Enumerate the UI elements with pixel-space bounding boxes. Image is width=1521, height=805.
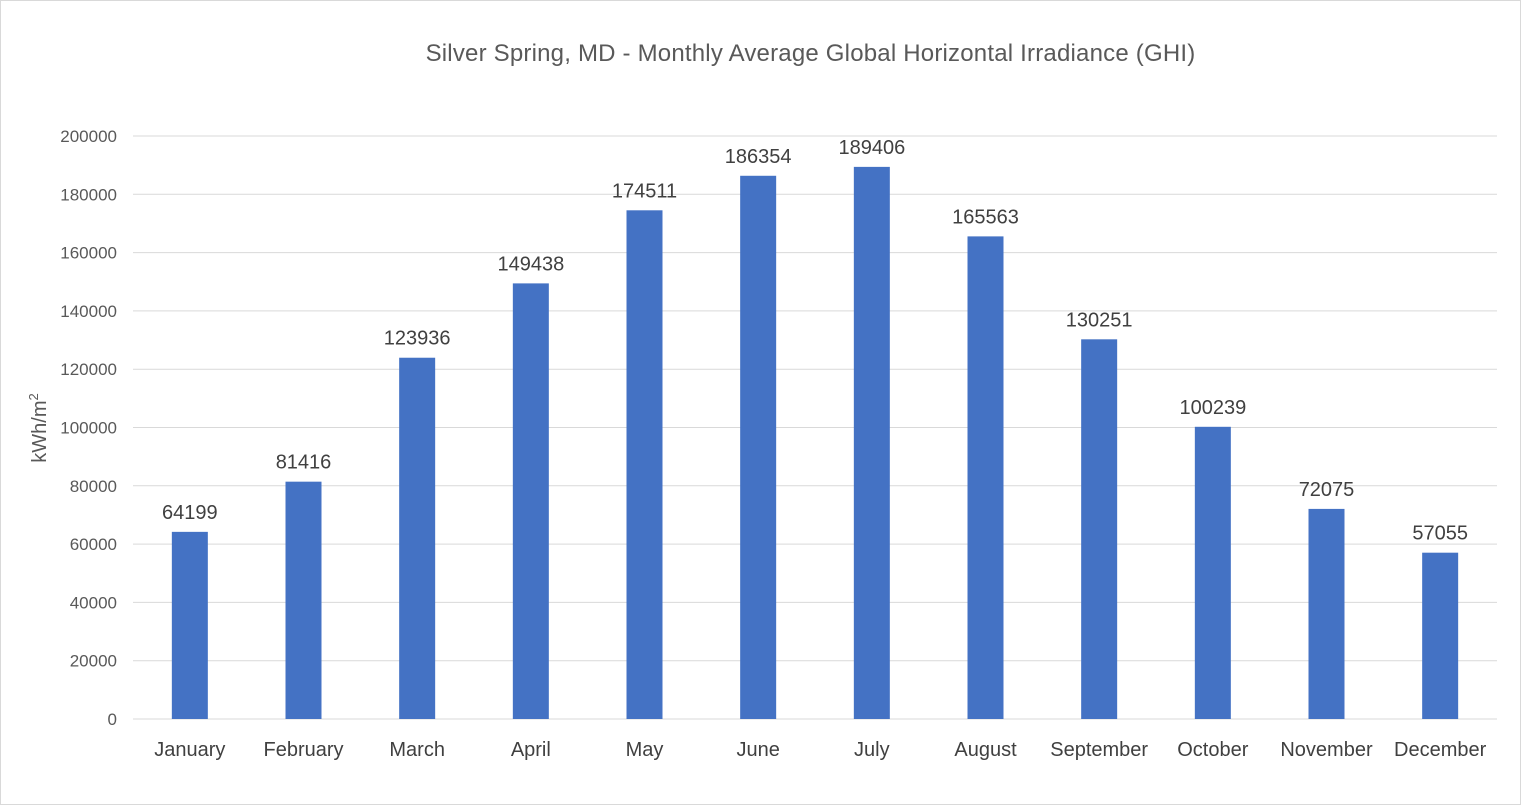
data-label-september: 130251	[1066, 309, 1133, 331]
data-label-april: 149438	[497, 253, 564, 275]
y-tick-label: 40000	[70, 593, 117, 612]
y-tick-label: 140000	[60, 302, 117, 321]
y-tick-label: 180000	[60, 185, 117, 204]
x-category-label: February	[263, 739, 343, 761]
data-label-may: 174511	[612, 180, 677, 202]
x-category-label: July	[854, 739, 890, 761]
y-tick-label: 200000	[60, 127, 117, 146]
y-axis-title: kWh/m2	[26, 393, 51, 462]
x-category-label: May	[626, 739, 664, 761]
y-tick-label: 0	[108, 710, 117, 729]
x-category-label: August	[954, 739, 1017, 761]
bar-may	[626, 210, 663, 720]
bar-september	[1081, 339, 1118, 719]
gridlines	[133, 135, 1497, 720]
bar-november	[1308, 508, 1345, 719]
y-tick-label: 60000	[70, 535, 117, 554]
data-label-june: 186354	[725, 146, 792, 168]
y-tick-label: 80000	[70, 477, 117, 496]
data-label-november: 72075	[1299, 479, 1355, 501]
x-axis-categories: January February March April May June July Augu…	[154, 739, 1486, 761]
y-tick-label: 100000	[60, 419, 117, 438]
x-category-label: January	[154, 739, 225, 761]
x-category-label: October	[1177, 739, 1248, 761]
data-label-february: 81416	[276, 452, 332, 474]
bar-march	[399, 357, 436, 719]
chart-title: Silver Spring, MD - Monthly Average Glob…	[425, 40, 1196, 67]
data-label-january: 64199	[162, 502, 218, 524]
bar-february	[285, 481, 322, 719]
bar-october	[1194, 426, 1231, 719]
data-label-october: 100239	[1179, 397, 1246, 419]
data-label-august: 165563	[952, 206, 1019, 228]
x-category-label: March	[389, 739, 445, 761]
data-label-march: 123936	[384, 328, 451, 350]
y-axis-ticks: 0 20000 40000 60000 80000 100000 120000 140000 1…	[60, 127, 117, 729]
bar-january	[171, 531, 208, 719]
data-label-july: 189406	[838, 137, 905, 159]
x-category-label: November	[1280, 739, 1373, 761]
bar-august	[967, 236, 1004, 719]
bars	[171, 166, 1459, 720]
bar-june	[740, 175, 777, 720]
bar-july	[853, 166, 890, 719]
bar-december	[1422, 552, 1459, 719]
x-category-label: September	[1050, 739, 1148, 761]
bar-april	[512, 283, 549, 719]
y-tick-label: 160000	[60, 244, 117, 263]
data-label-december: 57055	[1412, 523, 1468, 545]
x-category-label: April	[511, 739, 551, 761]
x-category-label: December	[1394, 739, 1487, 761]
y-tick-label: 120000	[60, 360, 117, 379]
data-labels: 64199 81416 123936 149438 174511 186354 189406…	[162, 137, 1468, 545]
y-tick-label: 20000	[70, 652, 117, 671]
x-category-label: June	[736, 739, 779, 761]
